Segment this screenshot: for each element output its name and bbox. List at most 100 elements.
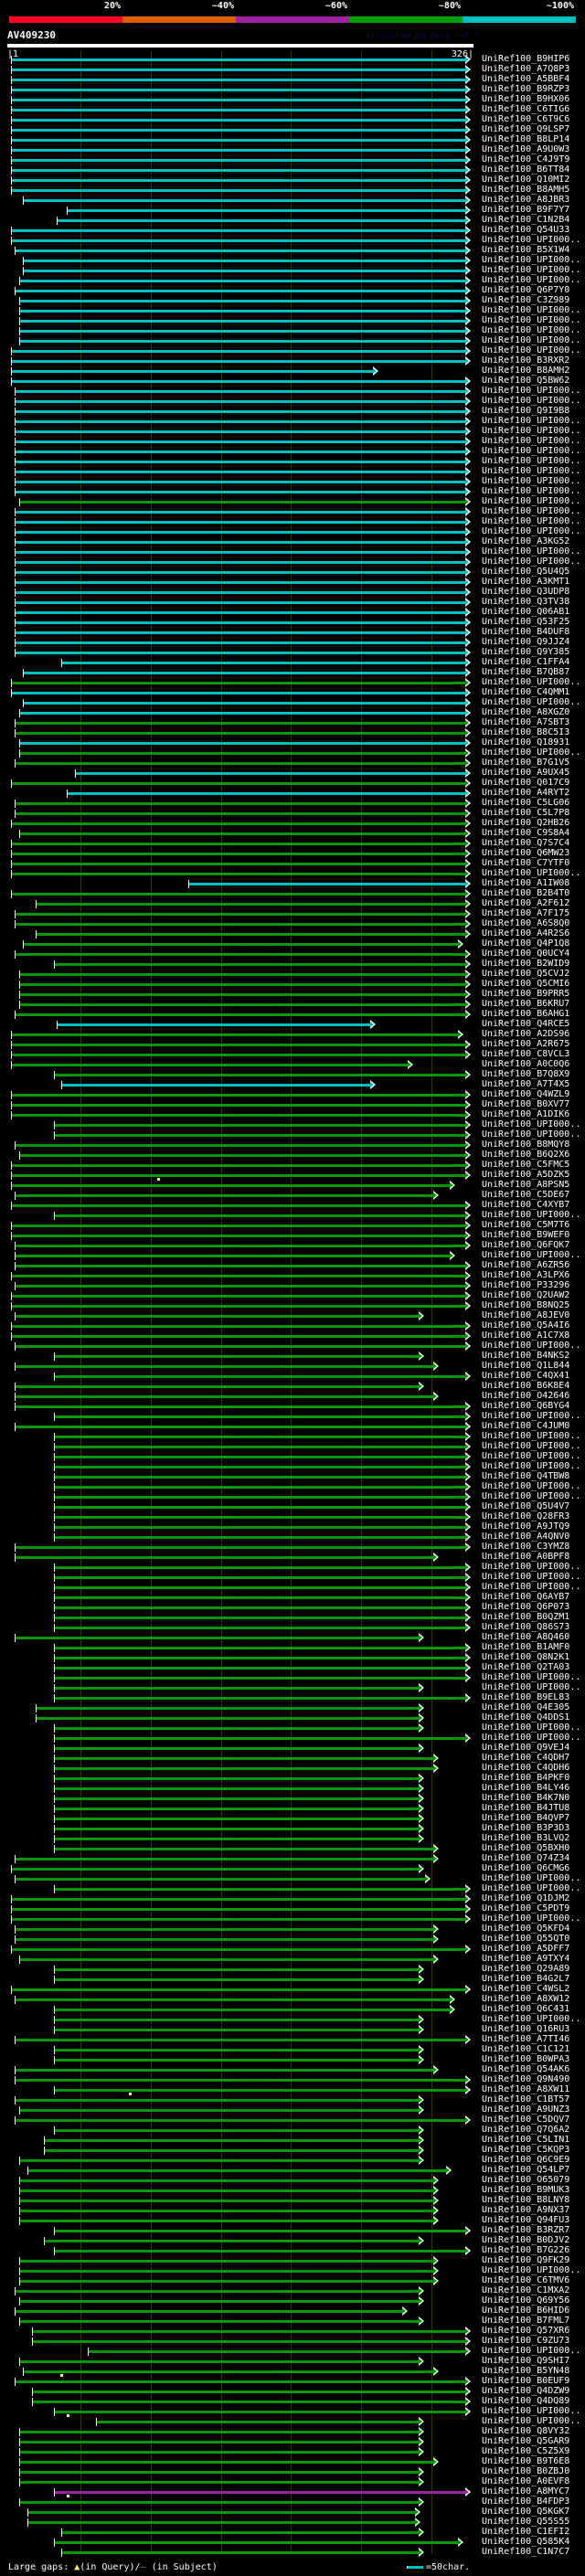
alignment-bar[interactable] bbox=[54, 1576, 466, 1579]
alignment-bar[interactable] bbox=[54, 1667, 466, 1670]
subject-id-link[interactable]: UniRef100_B7G226 bbox=[482, 2245, 570, 2255]
subject-id-link[interactable]: UniRef100_Q5A4I6 bbox=[482, 1320, 570, 1330]
alignment-bar[interactable] bbox=[15, 2099, 420, 2102]
subject-id-link[interactable]: UniRef100_UPI000.. bbox=[482, 1210, 581, 1220]
subject-id-link[interactable]: UniRef100_B0DJV2 bbox=[482, 2235, 570, 2245]
alignment-bar[interactable] bbox=[60, 2531, 420, 2534]
alignment-bar[interactable] bbox=[15, 390, 466, 393]
subject-id-link[interactable]: UniRef100_A7TI46 bbox=[482, 2034, 570, 2044]
subject-id-link[interactable]: UniRef100_Q9I9B8 bbox=[482, 406, 570, 416]
subject-id-link[interactable]: UniRef100_UPI000.. bbox=[482, 2406, 581, 2416]
alignment-bar[interactable] bbox=[18, 2360, 420, 2363]
subject-id-link[interactable]: UniRef100_Q4RCE5 bbox=[482, 1019, 570, 1029]
subject-id-link[interactable]: UniRef100_Q1DJM2 bbox=[482, 1893, 570, 1903]
alignment-bar[interactable] bbox=[10, 1918, 466, 1921]
alignment-bar[interactable] bbox=[10, 1868, 420, 1871]
alignment-bar[interactable] bbox=[10, 139, 466, 142]
alignment-bar[interactable] bbox=[27, 2169, 447, 2172]
alignment-bar[interactable] bbox=[15, 1637, 420, 1639]
alignment-bar[interactable] bbox=[54, 2250, 466, 2253]
subject-id-link[interactable]: UniRef100_B2WID9 bbox=[482, 959, 570, 969]
alignment-bar[interactable] bbox=[10, 1094, 466, 1097]
subject-id-link[interactable]: UniRef100_UPI000.. bbox=[482, 2346, 581, 2356]
alignment-bar[interactable] bbox=[36, 1717, 420, 1720]
alignment-bar[interactable] bbox=[54, 963, 466, 966]
subject-id-link[interactable]: UniRef100_Q8N2K1 bbox=[482, 1652, 570, 1662]
alignment-bar[interactable] bbox=[66, 209, 466, 212]
alignment-bar[interactable] bbox=[54, 1848, 434, 1850]
subject-id-link[interactable]: UniRef100_UPI000.. bbox=[482, 557, 581, 567]
subject-id-link[interactable]: UniRef100_C4QDH6 bbox=[482, 1763, 570, 1773]
subject-id-link[interactable]: UniRef100_B6KRU7 bbox=[482, 999, 570, 1009]
alignment-bar[interactable] bbox=[10, 109, 466, 111]
subject-id-link[interactable]: UniRef100_Q29A89 bbox=[482, 1964, 570, 1974]
subject-id-link[interactable]: UniRef100_UPI000.. bbox=[482, 1582, 581, 1592]
alignment-bar[interactable] bbox=[54, 1436, 466, 1438]
alignment-bar[interactable] bbox=[15, 802, 466, 805]
subject-id-link[interactable]: UniRef100_UPI000.. bbox=[482, 325, 581, 335]
alignment-bar[interactable] bbox=[10, 1114, 466, 1117]
subject-id-link[interactable]: UniRef100_B7G1V5 bbox=[482, 758, 570, 768]
subject-id-link[interactable]: UniRef100_A0C0Q6 bbox=[482, 1059, 570, 1069]
alignment-bar[interactable] bbox=[18, 1003, 466, 1006]
subject-id-link[interactable]: UniRef100_B8C5I3 bbox=[482, 727, 570, 737]
subject-id-link[interactable]: UniRef100_Q06AB1 bbox=[482, 607, 570, 617]
subject-id-link[interactable]: UniRef100_B9RZP3 bbox=[482, 84, 570, 94]
subject-id-link[interactable]: UniRef100_UPI000.. bbox=[482, 1672, 581, 1682]
subject-id-link[interactable]: UniRef100_UPI000.. bbox=[482, 1873, 581, 1883]
alignment-bar[interactable] bbox=[18, 300, 466, 302]
alignment-bar[interactable] bbox=[15, 511, 466, 514]
alignment-bar[interactable] bbox=[54, 1617, 466, 1619]
subject-id-link[interactable]: UniRef100_A4R2S6 bbox=[482, 928, 570, 938]
subject-id-link[interactable]: UniRef100_Q16RU3 bbox=[482, 2024, 570, 2034]
subject-id-link[interactable]: UniRef100_UPI000.. bbox=[482, 697, 581, 707]
alignment-bar[interactable] bbox=[15, 410, 466, 413]
alignment-bar[interactable] bbox=[15, 1938, 434, 1941]
subject-id-link[interactable]: UniRef100_A2DS96 bbox=[482, 1029, 570, 1039]
alignment-bar[interactable] bbox=[54, 1466, 466, 1468]
alignment-bar[interactable] bbox=[54, 1596, 466, 1599]
subject-id-link[interactable]: UniRef100_Q9Y385 bbox=[482, 647, 570, 657]
alignment-bar[interactable] bbox=[10, 1104, 466, 1107]
subject-id-link[interactable]: UniRef100_A8JEV0 bbox=[482, 1310, 570, 1320]
subject-id-link[interactable]: UniRef100_C4WSL2 bbox=[482, 1984, 570, 1994]
subject-id-link[interactable]: UniRef100_C1EFI2 bbox=[482, 2527, 570, 2537]
alignment-bar[interactable] bbox=[96, 2421, 420, 2423]
subject-id-link[interactable]: UniRef100_Q94FU3 bbox=[482, 2215, 570, 2225]
alignment-bar[interactable] bbox=[18, 2320, 420, 2323]
alignment-bar[interactable] bbox=[15, 561, 466, 564]
alignment-bar[interactable] bbox=[10, 1295, 466, 1298]
subject-id-link[interactable]: UniRef100_Q5KFD4 bbox=[482, 1924, 570, 1934]
alignment-bar[interactable] bbox=[54, 1456, 466, 1458]
subject-id-link[interactable]: UniRef100_B0QZM1 bbox=[482, 1612, 570, 1622]
alignment-bar[interactable] bbox=[54, 1566, 466, 1569]
alignment-bar[interactable] bbox=[60, 2551, 420, 2554]
alignment-bar[interactable] bbox=[54, 1807, 420, 1810]
alignment-bar[interactable] bbox=[15, 762, 466, 765]
subject-id-link[interactable]: UniRef100_UPI000.. bbox=[482, 1431, 581, 1441]
alignment-bar[interactable] bbox=[54, 1757, 434, 1760]
alignment-bar[interactable] bbox=[18, 2179, 434, 2182]
alignment-bar[interactable] bbox=[54, 1828, 420, 1830]
alignment-bar[interactable] bbox=[15, 1426, 466, 1428]
subject-id-link[interactable]: UniRef100_UPI000.. bbox=[482, 1883, 581, 1893]
subject-id-link[interactable]: UniRef100_A2F612 bbox=[482, 898, 570, 908]
subject-id-link[interactable]: UniRef100_A3LPX6 bbox=[482, 1270, 570, 1280]
subject-id-link[interactable]: UniRef100_Q9N490 bbox=[482, 2074, 570, 2084]
alignment-bar[interactable] bbox=[10, 99, 466, 101]
alignment-bar[interactable] bbox=[54, 1777, 420, 1780]
alignment-bar[interactable] bbox=[15, 652, 466, 654]
subject-id-link[interactable]: UniRef100_A8PSN5 bbox=[482, 1180, 570, 1190]
subject-id-link[interactable]: UniRef100_UPI000.. bbox=[482, 486, 581, 496]
subject-id-link[interactable]: UniRef100_C8VCL3 bbox=[482, 1049, 570, 1059]
subject-id-link[interactable]: UniRef100_B7QB87 bbox=[482, 667, 570, 677]
alignment-bar[interactable] bbox=[18, 983, 466, 986]
subject-id-link[interactable]: UniRef100_C1C121 bbox=[482, 2044, 570, 2054]
subject-id-link[interactable]: UniRef100_C3YMZ8 bbox=[482, 1542, 570, 1552]
subject-id-link[interactable]: UniRef100_Q8VY32 bbox=[482, 2426, 570, 2436]
alignment-bar[interactable] bbox=[57, 1023, 371, 1026]
alignment-bar[interactable] bbox=[18, 993, 466, 996]
alignment-bar[interactable] bbox=[15, 1265, 466, 1267]
alignment-bar[interactable] bbox=[10, 1184, 452, 1187]
subject-id-link[interactable]: UniRef100_Q9VEJ4 bbox=[482, 1743, 570, 1753]
